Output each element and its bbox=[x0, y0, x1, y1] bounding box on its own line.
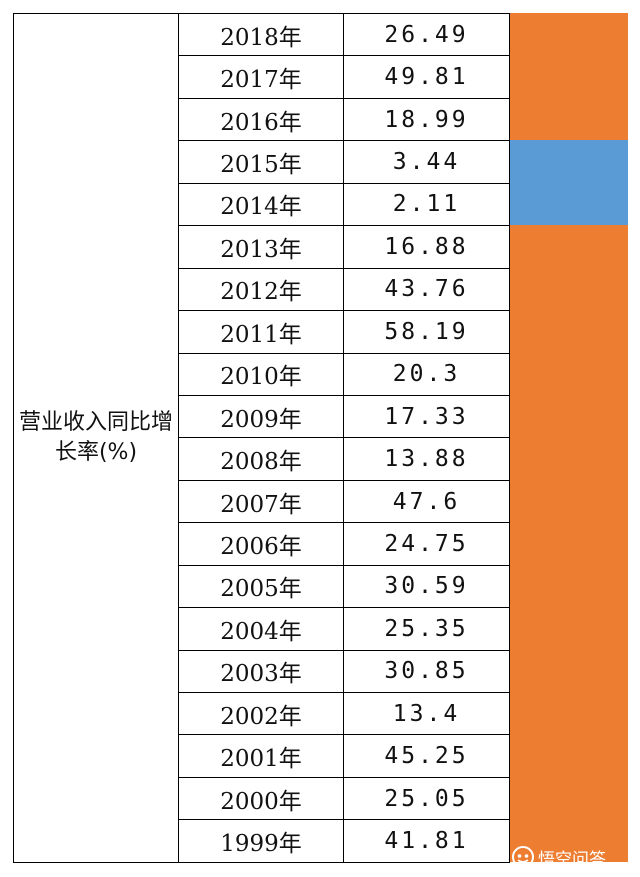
table-row: 2004年 25.35 bbox=[179, 608, 510, 651]
table-row: 2005年 30.59 bbox=[179, 565, 510, 609]
year-cell: 2001年 bbox=[179, 735, 344, 777]
value-cell: 25.35 bbox=[344, 608, 510, 650]
value-cell: 30.59 bbox=[344, 565, 510, 608]
year-cell: 2008年 bbox=[179, 438, 344, 480]
blue-band bbox=[510, 140, 628, 226]
year-cell: 2016年 bbox=[179, 98, 344, 141]
orange-band bbox=[510, 13, 628, 141]
table-row: 1999年 41.81 bbox=[179, 820, 510, 863]
value-cell: 18.99 bbox=[344, 98, 510, 141]
value-cell: 3.44 bbox=[344, 141, 510, 183]
table-row: 2016年 18.99 bbox=[179, 98, 510, 142]
value-cell: 41.81 bbox=[344, 820, 510, 862]
year-cell: 2009年 bbox=[179, 395, 344, 438]
table-row: 2008年 13.88 bbox=[179, 438, 510, 481]
table-row: 2017年 49.81 bbox=[179, 56, 510, 99]
year-cell: 2014年 bbox=[179, 183, 344, 226]
value-cell: 49.81 bbox=[344, 56, 510, 98]
year-cell: 2002年 bbox=[179, 693, 344, 735]
table-row: 2003年 30.85 bbox=[179, 650, 510, 693]
year-cell: 2005年 bbox=[179, 565, 344, 608]
value-cell: 24.75 bbox=[344, 523, 510, 565]
year-cell: 2000年 bbox=[179, 777, 344, 820]
value-cell: 30.85 bbox=[344, 650, 510, 692]
table-row: 2001年 45.25 bbox=[179, 735, 510, 778]
value-cell: 25.05 bbox=[344, 777, 510, 820]
value-cell: 26.49 bbox=[344, 14, 510, 56]
year-cell: 2010年 bbox=[179, 353, 344, 395]
value-cell: 2.11 bbox=[344, 183, 510, 226]
value-cell: 13.4 bbox=[344, 693, 510, 735]
year-cell: 2003年 bbox=[179, 650, 344, 692]
table-row: 2013年 16.88 bbox=[179, 226, 510, 269]
year-cell: 2018年 bbox=[179, 14, 344, 56]
table-row: 2015年 3.44 bbox=[179, 141, 510, 184]
table-row: 2010年 20.3 bbox=[179, 353, 510, 396]
year-cell: 2013年 bbox=[179, 226, 344, 268]
year-cell: 2004年 bbox=[179, 608, 344, 650]
table-row: 2006年 24.75 bbox=[179, 523, 510, 566]
value-cell: 58.19 bbox=[344, 311, 510, 353]
year-cell: 2012年 bbox=[179, 268, 344, 311]
growth-table: 营业收入同比增长率(%) 2018年 26.49 2017年 49.81 2016年 18… bbox=[13, 13, 510, 863]
table-row: 2009年 17.33 bbox=[179, 395, 510, 439]
row-label: 营业收入同比增长率(%) bbox=[18, 410, 173, 465]
year-cell: 2015年 bbox=[179, 141, 344, 183]
table-row: 2007年 47.6 bbox=[179, 480, 510, 524]
orange-band bbox=[510, 225, 628, 862]
table-row: 2018年 26.49 bbox=[179, 14, 510, 57]
table-row: 2002年 13.4 bbox=[179, 693, 510, 736]
table-body: 2018年 26.49 2017年 49.81 2016年 18.99 2015年 3.44 2… bbox=[179, 14, 510, 863]
value-cell: 20.3 bbox=[344, 353, 510, 395]
table-row: 2012年 43.76 bbox=[179, 268, 510, 312]
value-cell: 45.25 bbox=[344, 735, 510, 777]
year-cell: 2017年 bbox=[179, 56, 344, 98]
label-cell: 营业收入同比增长率(%) bbox=[14, 14, 179, 863]
value-cell: 43.76 bbox=[344, 268, 510, 311]
year-cell: 1999年 bbox=[179, 820, 344, 862]
value-cell: 16.88 bbox=[344, 226, 510, 268]
value-cell: 47.6 bbox=[344, 480, 510, 523]
table-row: 2011年 58.19 bbox=[179, 311, 510, 354]
year-cell: 2006年 bbox=[179, 523, 344, 565]
table-row: 2014年 2.11 bbox=[179, 183, 510, 227]
watermark-text: 悟空问答 bbox=[538, 849, 606, 870]
wukong-logo-icon bbox=[512, 846, 534, 868]
value-cell: 17.33 bbox=[344, 395, 510, 438]
watermark: 悟空问答 bbox=[512, 844, 606, 870]
value-cell: 13.88 bbox=[344, 438, 510, 480]
year-cell: 2011年 bbox=[179, 311, 344, 353]
year-cell: 2007年 bbox=[179, 480, 344, 523]
table-row: 2000年 25.05 bbox=[179, 777, 510, 821]
